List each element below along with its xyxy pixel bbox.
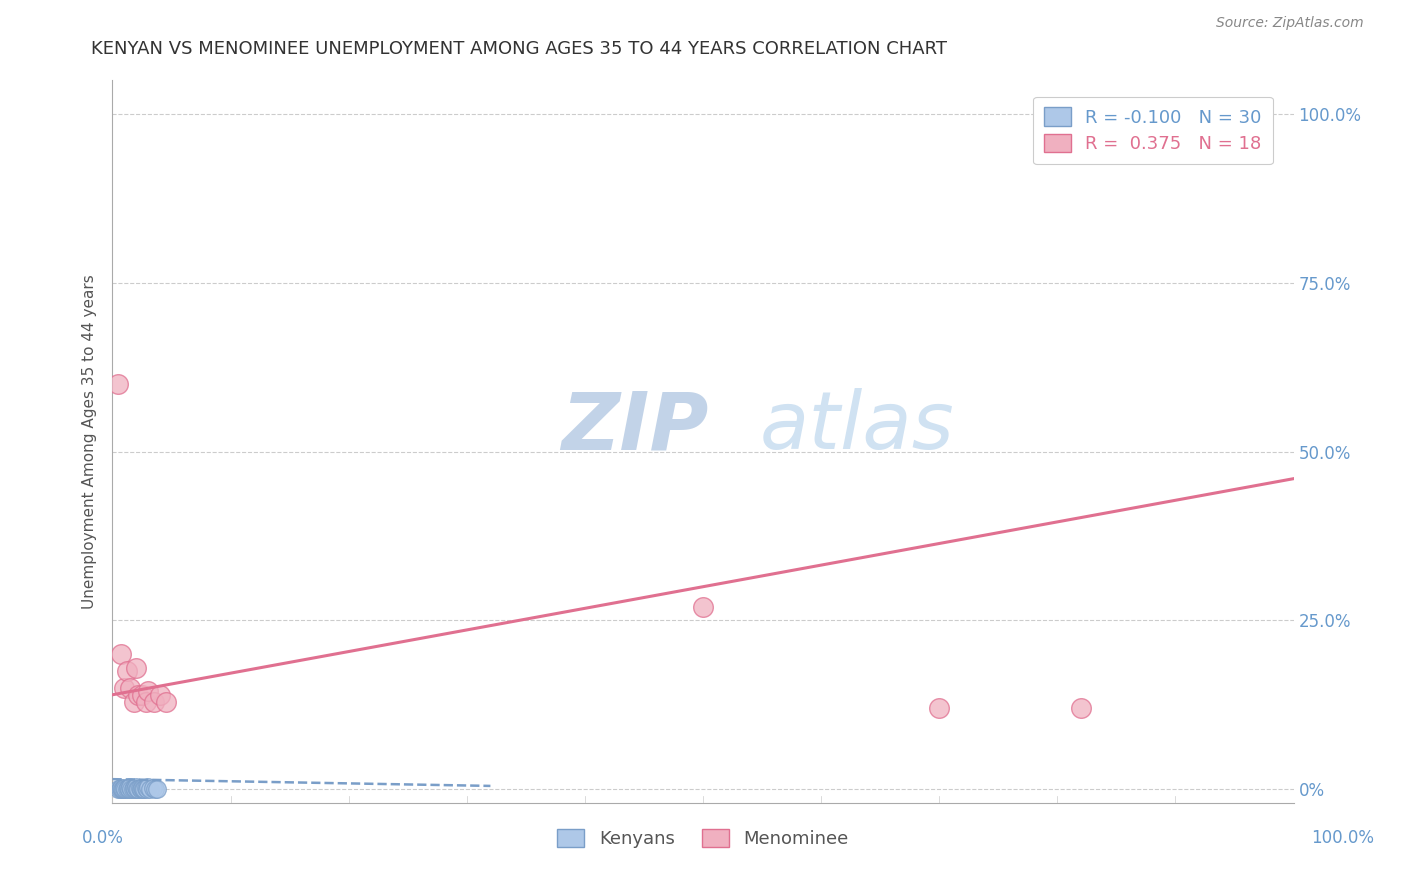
Point: [135, 780, 157, 795]
Point: [135, 694, 157, 708]
Point: [115, 664, 138, 678]
Point: [131, 688, 153, 702]
Point: [112, 780, 135, 795]
Point: [143, 781, 166, 796]
Point: [139, 781, 162, 796]
Point: [146, 781, 169, 796]
Point: [121, 782, 143, 797]
Point: [120, 681, 142, 695]
Point: [107, 377, 129, 392]
Point: [111, 781, 134, 796]
Point: [122, 694, 145, 708]
Point: [136, 780, 159, 795]
Text: 100.0%: 100.0%: [1312, 829, 1374, 847]
Point: [928, 701, 950, 715]
Point: [108, 782, 131, 797]
Point: [127, 688, 149, 702]
Point: [117, 780, 139, 795]
Point: [112, 782, 135, 797]
Point: [125, 661, 148, 675]
Point: [136, 684, 159, 698]
Point: [125, 780, 148, 795]
Point: [155, 694, 177, 708]
Point: [131, 780, 153, 795]
Point: [1070, 701, 1092, 715]
Point: [1164, 128, 1187, 142]
Point: [128, 780, 150, 795]
Point: [127, 781, 149, 796]
Point: [110, 647, 132, 661]
Point: [114, 781, 136, 796]
Text: 0.0%: 0.0%: [82, 829, 124, 847]
Point: [129, 781, 152, 796]
Point: [135, 781, 157, 796]
Point: [107, 781, 129, 796]
Point: [142, 780, 165, 795]
Y-axis label: Unemployment Among Ages 35 to 44 years: Unemployment Among Ages 35 to 44 years: [82, 274, 97, 609]
Point: [120, 780, 142, 795]
Text: ZIP: ZIP: [561, 388, 709, 467]
Point: [132, 781, 155, 796]
Point: [142, 694, 165, 708]
Point: [127, 782, 149, 797]
Text: KENYAN VS MENOMINEE UNEMPLOYMENT AMONG AGES 35 TO 44 YEARS CORRELATION CHART: KENYAN VS MENOMINEE UNEMPLOYMENT AMONG A…: [91, 40, 948, 58]
Point: [120, 781, 142, 796]
Point: [112, 681, 135, 695]
Point: [110, 780, 132, 795]
Point: [118, 781, 141, 796]
Point: [115, 782, 138, 797]
Text: atlas: atlas: [759, 388, 955, 467]
Point: [149, 688, 172, 702]
Point: [122, 780, 145, 795]
Legend: Kenyans, Menominee: Kenyans, Menominee: [550, 822, 856, 855]
Point: [692, 599, 714, 614]
Text: Source: ZipAtlas.com: Source: ZipAtlas.com: [1216, 16, 1364, 29]
Point: [124, 781, 146, 796]
Point: [134, 782, 156, 797]
